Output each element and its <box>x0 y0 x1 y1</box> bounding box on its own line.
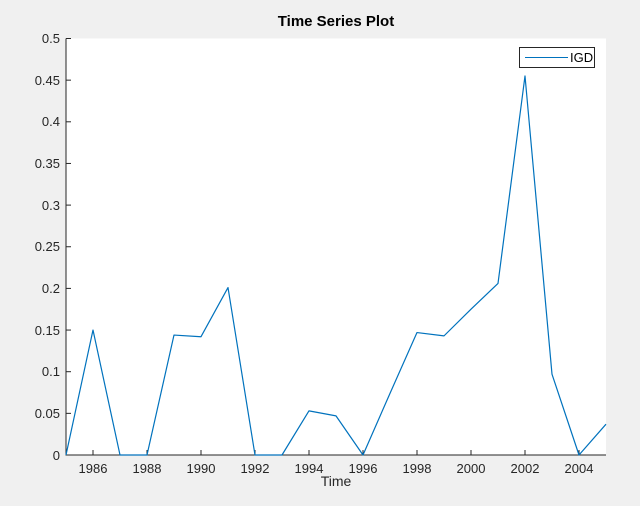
x-tick-label-2002: 2002 <box>510 461 540 476</box>
y-tick-label-0.1: 0.1 <box>41 364 60 380</box>
x-tick-label-1988: 1988 <box>132 461 162 476</box>
y-tick-label-0.05: 0.05 <box>34 405 60 421</box>
legend-line-sample-igd <box>525 57 568 58</box>
x-tick-label-1986: 1986 <box>78 461 108 476</box>
x-tick-label-2004: 2004 <box>564 461 594 476</box>
plot-background <box>66 38 606 455</box>
x-tick-label-2000: 2000 <box>456 461 486 476</box>
y-tick-label-0.25: 0.25 <box>34 239 60 255</box>
y-tick-label-0.3: 0.3 <box>41 197 60 213</box>
legend[interactable]: IGD <box>519 47 595 68</box>
y-tick-label-0.2: 0.2 <box>41 280 60 296</box>
x-tick-label-1990: 1990 <box>186 461 216 476</box>
y-tick-label-0.4: 0.4 <box>41 114 60 130</box>
legend-label-igd: IGD <box>570 50 594 65</box>
y-tick-label-0.45: 0.45 <box>34 72 60 88</box>
x-tick-label-1994: 1994 <box>294 461 324 476</box>
y-tick-label-0: 0 <box>52 447 60 463</box>
chart-title: Time Series Plot <box>277 13 395 30</box>
x-tick-label-1998: 1998 <box>402 461 432 476</box>
x-tick-label-1992: 1992 <box>240 461 270 476</box>
x-tick-label-1996: 1996 <box>348 461 378 476</box>
y-tick-label-0.5: 0.5 <box>41 31 60 46</box>
data-line-igd <box>65 75 607 456</box>
x-axis-label: Time <box>320 473 352 489</box>
y-tick-label-0.15: 0.15 <box>34 322 60 338</box>
y-tick-label-0.35: 0.35 <box>34 155 60 171</box>
